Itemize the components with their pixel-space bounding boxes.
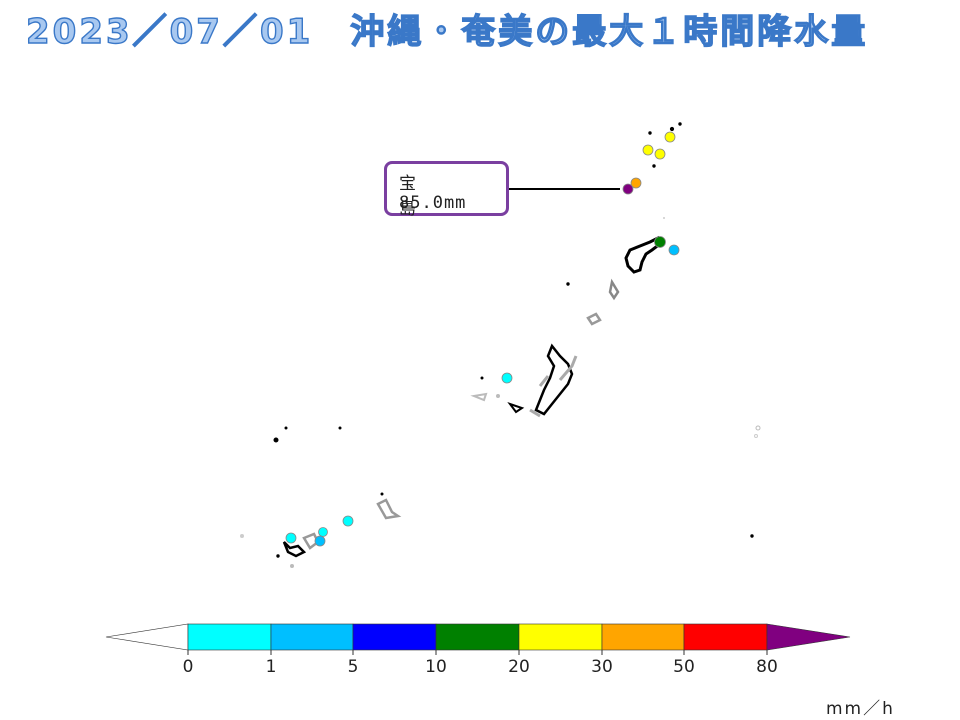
station-marker [314, 535, 326, 547]
station-marker [501, 372, 513, 384]
station-marker [654, 148, 666, 160]
colorbar-bin [601, 623, 685, 651]
station-marker [668, 244, 680, 256]
colorbar-under-arrow [105, 623, 189, 651]
station-markers [285, 131, 680, 547]
colorbar-bin [187, 623, 272, 651]
colorbar-tick-label: 20 [508, 657, 530, 677]
colorbar-unit-label: mm／h [826, 699, 895, 719]
station-marker-takarajima [622, 183, 634, 195]
colorbar [105, 623, 851, 655]
island-layer [240, 122, 761, 568]
colorbar-bin [518, 623, 603, 651]
callout-value: 85.0mm [399, 193, 467, 213]
page-title: 2023／07／01 沖縄・奄美の最大１時間降水量 [25, 11, 869, 52]
station-callout: 宝島 85.0mm [384, 161, 509, 219]
colorbar-tick-label: 0 [182, 657, 194, 677]
colorbar-bin [435, 623, 520, 651]
colorbar-tick-label: 80 [756, 657, 778, 677]
station-marker [630, 177, 642, 189]
colorbar-tick-label: 30 [591, 657, 613, 677]
colorbar-tick-label: 10 [425, 657, 447, 677]
colorbar-bin [270, 623, 354, 651]
colorbar-tick-label: 1 [265, 657, 277, 677]
colorbar-bin [683, 623, 768, 651]
colorbar-bin [352, 623, 437, 651]
colorbar-tick-label: 5 [347, 657, 359, 677]
callout-station-name: 宝島 [399, 174, 460, 219]
station-marker [318, 527, 328, 537]
station-marker [342, 515, 354, 527]
station-marker [642, 144, 654, 156]
station-marker [285, 532, 297, 544]
station-marker [664, 131, 676, 143]
colorbar-over-arrow [766, 623, 851, 651]
colorbar-tick-label: 50 [673, 657, 695, 677]
station-marker [654, 236, 666, 248]
